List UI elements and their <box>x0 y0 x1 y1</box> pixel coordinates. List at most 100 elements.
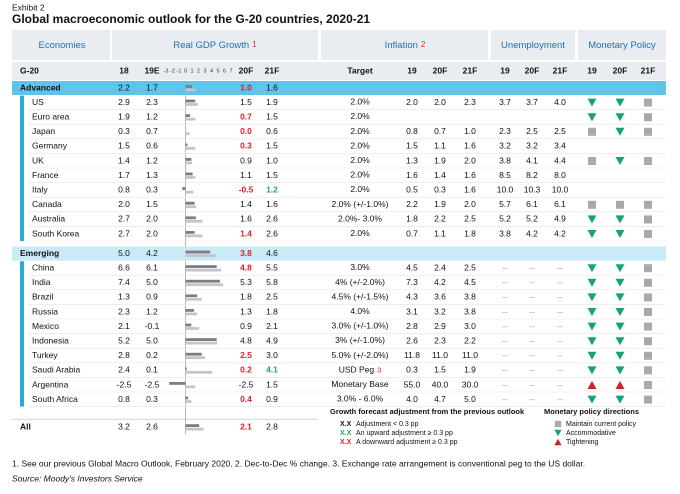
gdp-bar <box>185 132 190 136</box>
inflation-value: 1.1 <box>434 228 446 238</box>
gdp-value: 0.4 <box>240 394 252 404</box>
gdp-value: 6.1 <box>146 262 158 272</box>
gdp-value: 2.0 <box>118 199 130 209</box>
gdp-value: 1.4 <box>118 155 130 165</box>
column-header: 20F <box>525 65 540 75</box>
unemployment-value: -- <box>502 306 508 316</box>
column-header: 19E <box>144 65 159 75</box>
target-text: 4.0% <box>350 306 370 316</box>
gdp-value: 1.3 <box>118 292 130 302</box>
gdp-bar <box>185 427 204 431</box>
gdp-value: 0.8 <box>118 394 130 404</box>
unemployment-value: -- <box>557 292 563 302</box>
legend-text: Adjustment < 0.3 pp <box>356 421 419 428</box>
gdp-bar <box>185 367 187 371</box>
inflation-value: 4.0 <box>406 394 418 404</box>
policy-accommodative <box>587 293 597 302</box>
gdp-value: 5.2 <box>118 335 130 345</box>
group-label: Inflation <box>385 40 418 51</box>
policy-maintain <box>644 127 652 136</box>
gdp-bar <box>185 231 195 234</box>
gdp-value: 2.1 <box>240 421 252 431</box>
group-header: Real GDP Growth 1 <box>173 40 257 51</box>
policy-accommodative <box>587 264 597 273</box>
axis-tick-label: -3 <box>164 68 169 74</box>
policy-maintain <box>644 293 652 302</box>
gdp-value: 1.2 <box>146 111 158 121</box>
unemployment-value: -- <box>529 321 535 331</box>
gdp-bar <box>185 265 217 268</box>
target-text: 4% (+/-2.0%) <box>335 277 385 287</box>
gdp-value: 1.0 <box>266 155 278 165</box>
gdp-bar <box>185 341 218 345</box>
gdp-bar <box>185 99 196 103</box>
gdp-bar <box>185 117 196 121</box>
policy-accommodative <box>615 366 625 375</box>
inflation-target: 4.5% (+/-1.5%) <box>332 292 389 302</box>
gdp-value: 1.5 <box>146 199 158 209</box>
unemployment-value: 3.2 <box>499 141 511 151</box>
policy-accommodative <box>587 98 597 107</box>
gdp-value: 2.8 <box>118 350 130 360</box>
target-text: 2.0% <box>350 126 370 136</box>
inflation-target: USD Peg 3 <box>339 365 382 375</box>
column-header: 18 <box>119 65 129 75</box>
inflation-target: 2.0%- 3.0% <box>338 214 382 224</box>
gdp-value: 1.5 <box>240 97 252 107</box>
gdp-value: 5.0 <box>146 335 158 345</box>
inflation-value: 55.0 <box>404 379 421 389</box>
policy-maintain <box>644 113 652 122</box>
gdp-bar <box>185 400 192 403</box>
gdp-value: 1.6 <box>266 199 278 209</box>
gdp-value: 0.8 <box>118 184 130 194</box>
policy-accommodative <box>587 322 597 331</box>
policy-accommodative <box>587 337 597 346</box>
unemployment-value: -- <box>557 394 563 404</box>
gdp-bar <box>185 338 217 341</box>
inflation-value: 2.8 <box>406 321 418 331</box>
inflation-value: 4.7 <box>434 394 446 404</box>
axis-tick-label: 2 <box>197 68 200 74</box>
country-name: UK <box>32 155 44 165</box>
inflation-value: 1.9 <box>434 199 446 209</box>
gdp-value: 1.3 <box>146 170 158 180</box>
column-header: G-20 <box>20 65 39 75</box>
unemployment-value: -- <box>502 262 508 272</box>
gdp-value: -2.5 <box>145 379 160 389</box>
inflation-target: 3.0% (+/-1.0%) <box>332 321 389 331</box>
gdp-value: 0.6 <box>266 126 278 136</box>
policy-accommodative <box>615 337 625 346</box>
inflation-value: 0.5 <box>406 184 418 194</box>
inflation-value: 3.8 <box>464 306 476 316</box>
inflation-value: 1.1 <box>434 141 446 151</box>
inflation-target: 2.0% <box>350 111 370 121</box>
gdp-value: 1.2 <box>146 155 158 165</box>
legend-text: Accommodative <box>566 430 616 437</box>
group-label: Real GDP Growth <box>173 40 249 51</box>
inflation-value: 1.8 <box>464 228 476 238</box>
source: Source: Moody's Investors Service <box>12 473 143 483</box>
inflation-value: 2.4 <box>434 262 446 272</box>
inflation-value: 1.8 <box>406 214 418 224</box>
unemployment-value: 5.2 <box>499 214 511 224</box>
policy-accommodative <box>587 113 597 122</box>
inflation-value: 2.0 <box>464 199 476 209</box>
gdp-value: 0.0 <box>240 126 252 136</box>
target-text: 2.0% <box>350 155 370 165</box>
gdp-bar <box>185 294 198 298</box>
unemployment-value: -- <box>557 350 563 360</box>
unemployment-value: -- <box>557 306 563 316</box>
inflation-value: 1.6 <box>464 170 476 180</box>
title: Global macroeconomic outlook for the G-2… <box>12 12 370 26</box>
inflation-value: 2.0 <box>406 97 418 107</box>
axis-tick-label: 7 <box>229 68 232 74</box>
gdp-value: 1.8 <box>266 306 278 316</box>
gdp-value: 2.3 <box>146 97 158 107</box>
inflation-value: 11.0 <box>432 350 448 360</box>
inflation-target: Monetary Base <box>331 379 388 389</box>
gdp-value: 4.8 <box>240 335 252 345</box>
country-name: US <box>32 97 44 107</box>
policy-accommodative <box>615 278 625 287</box>
gdp-value: 1.5 <box>266 111 278 121</box>
target-text: 5.0% (+/-2.0%) <box>332 350 389 360</box>
